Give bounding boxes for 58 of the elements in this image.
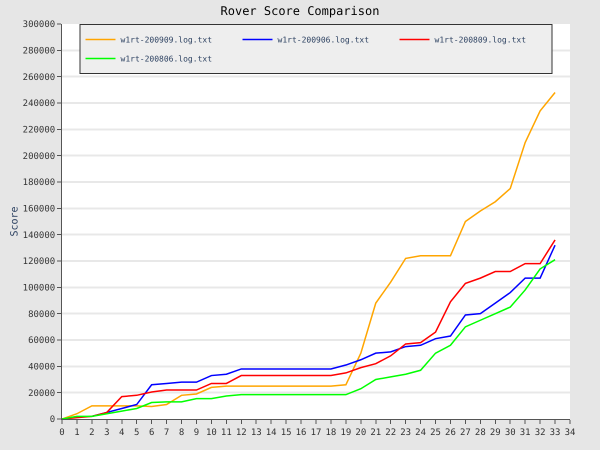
y-tick-label: 120000 xyxy=(22,257,56,268)
x-tick-label: 13 xyxy=(250,428,262,438)
y-tick-label: 300000 xyxy=(22,20,56,30)
x-tick-label: 4 xyxy=(119,428,124,438)
x-tick-label: 20 xyxy=(355,428,366,438)
x-tick-label: 14 xyxy=(266,428,277,438)
x-tick-label: 18 xyxy=(326,428,336,438)
y-tick-label: 100000 xyxy=(22,283,56,294)
y-tick-label: 220000 xyxy=(22,125,56,136)
x-tick-label: 5 xyxy=(134,428,140,438)
x-tick-label: 9 xyxy=(194,428,200,438)
x-tick-label: 24 xyxy=(415,428,426,438)
x-tick-label: 16 xyxy=(296,428,306,438)
y-tick-label: 180000 xyxy=(22,178,56,188)
line-series xyxy=(62,92,556,419)
x-tick-label: 34 xyxy=(564,428,576,438)
y-tick-label: 240000 xyxy=(22,99,56,110)
x-tick-label: 21 xyxy=(370,428,382,438)
x-tick-label: 31 xyxy=(520,428,531,438)
legend-label: w1rt-200906.log.txt xyxy=(278,36,370,45)
x-tick-label: 3 xyxy=(104,428,110,438)
x-tick-label: 32 xyxy=(534,428,546,438)
legend-label: w1rt-200809.log.txt xyxy=(434,36,526,45)
y-axis-title: Score xyxy=(10,206,21,237)
x-tick-label: 12 xyxy=(236,428,247,438)
x-tick-label: 22 xyxy=(385,428,396,438)
x-tick-label: 1 xyxy=(74,428,80,438)
x-tick-label: 6 xyxy=(148,428,154,438)
chart-title: Rover Score Comparison xyxy=(220,4,380,18)
x-tick-label: 23 xyxy=(400,428,412,438)
x-tick-label: 27 xyxy=(460,428,471,438)
x-tick-label: 10 xyxy=(206,428,217,438)
x-tick-label: 19 xyxy=(340,428,352,438)
x-tick-label: 0 xyxy=(59,428,65,438)
x-tick-label: 25 xyxy=(430,428,441,438)
y-tick-label: 40000 xyxy=(28,362,56,372)
x-tick-label: 7 xyxy=(164,428,170,438)
x-tick-label: 29 xyxy=(490,428,501,438)
legend-label: w1rt-200806.log.txt xyxy=(120,54,212,64)
x-tick-label: 33 xyxy=(550,428,560,438)
y-tick-label: 20000 xyxy=(28,388,56,399)
y-tick-label: 160000 xyxy=(22,204,56,214)
y-tick-label: 140000 xyxy=(22,230,56,241)
x-tick-label: 26 xyxy=(445,428,456,438)
y-tick-label: 60000 xyxy=(28,336,56,346)
y-tick-label: 200000 xyxy=(22,152,56,162)
x-tick-label: 11 xyxy=(220,428,232,438)
x-tick-label: 17 xyxy=(310,428,322,438)
y-tick-label: 260000 xyxy=(22,72,56,83)
x-tick-label: 8 xyxy=(178,428,184,438)
y-tick-label: 80000 xyxy=(28,310,56,320)
x-tick-label: 15 xyxy=(280,428,292,438)
legend-label: w1rt-200909.log.txt xyxy=(120,36,212,45)
y-tick-label: 0 xyxy=(50,415,56,426)
x-tick-label: 30 xyxy=(504,428,516,438)
x-tick-label: 2 xyxy=(89,428,95,438)
x-tick-label: 28 xyxy=(474,428,486,438)
y-tick-label: 280000 xyxy=(22,46,56,56)
